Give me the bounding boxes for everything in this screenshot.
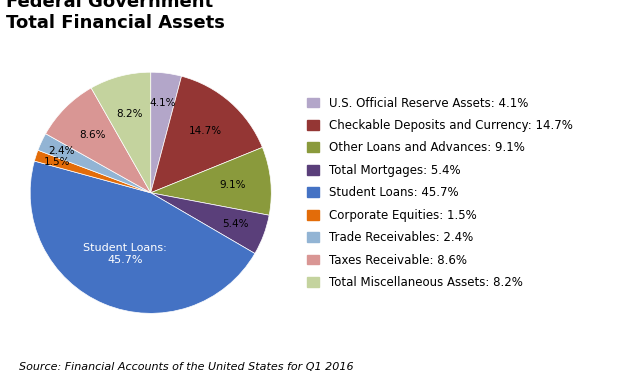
Text: 8.6%: 8.6% — [79, 130, 106, 140]
Wedge shape — [151, 193, 269, 254]
Text: 5.4%: 5.4% — [222, 220, 249, 229]
Text: Federal Government
Total Financial Assets: Federal Government Total Financial Asset… — [6, 0, 225, 32]
Wedge shape — [151, 147, 271, 215]
Text: Student Loans:
45.7%: Student Loans: 45.7% — [83, 243, 167, 265]
Wedge shape — [38, 134, 151, 193]
Wedge shape — [151, 76, 263, 193]
Wedge shape — [151, 72, 181, 193]
Text: 2.4%: 2.4% — [48, 146, 74, 156]
Legend: U.S. Official Reserve Assets: 4.1%, Checkable Deposits and Currency: 14.7%, Othe: U.S. Official Reserve Assets: 4.1%, Chec… — [307, 96, 573, 289]
Text: 1.5%: 1.5% — [43, 157, 70, 167]
Text: 4.1%: 4.1% — [149, 98, 176, 108]
Wedge shape — [30, 161, 255, 313]
Wedge shape — [35, 150, 151, 193]
Text: 8.2%: 8.2% — [117, 108, 143, 119]
Text: 14.7%: 14.7% — [188, 126, 222, 136]
Text: 9.1%: 9.1% — [219, 180, 246, 190]
Wedge shape — [91, 72, 151, 193]
Wedge shape — [46, 88, 151, 193]
Text: Source: Financial Accounts of the United States for Q1 2016: Source: Financial Accounts of the United… — [19, 363, 354, 372]
